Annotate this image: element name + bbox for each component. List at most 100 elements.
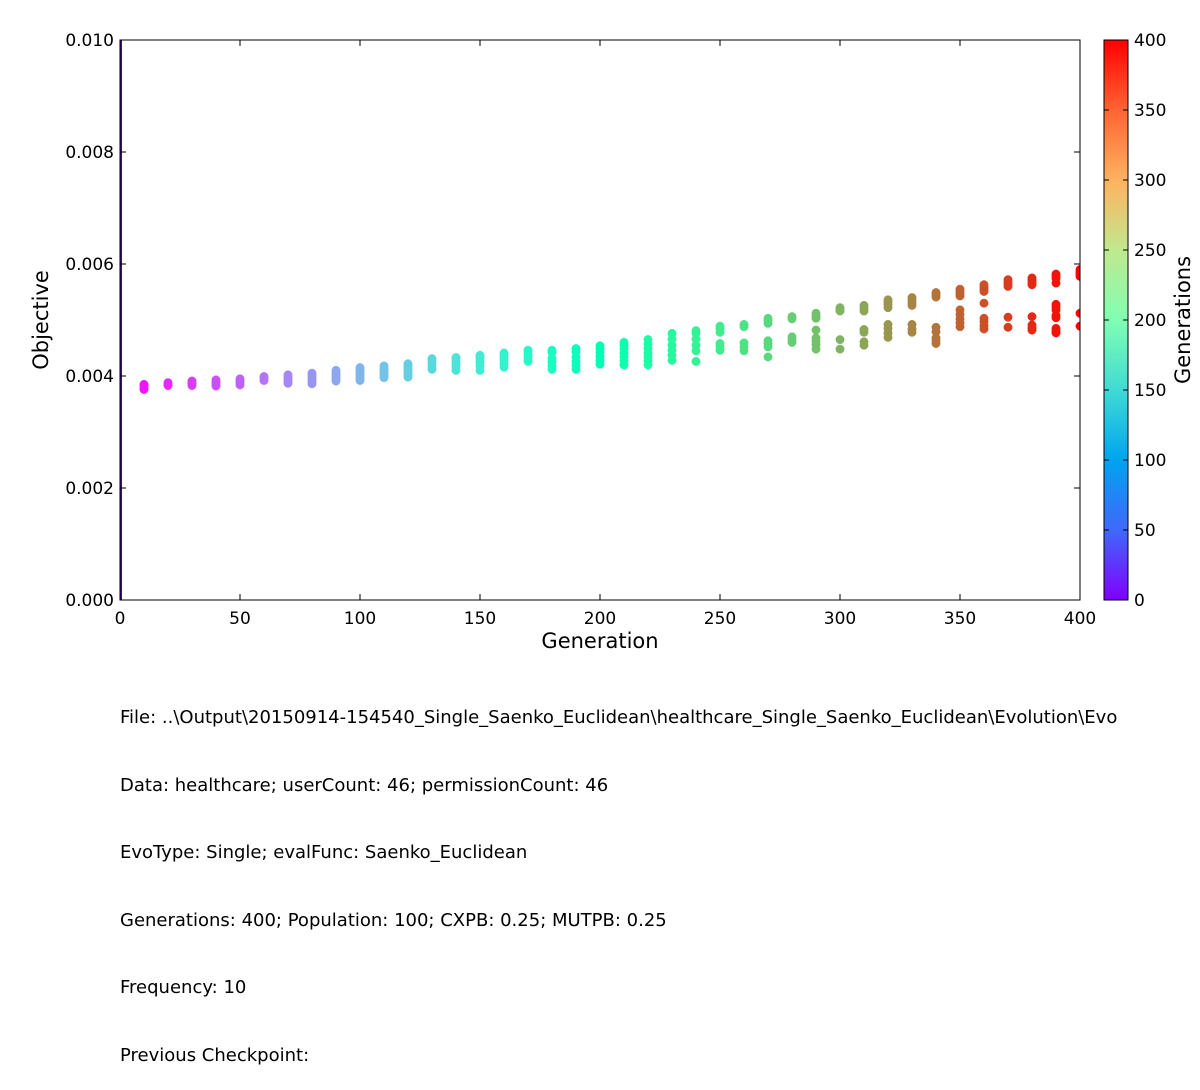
data-point (667, 328, 677, 338)
data-point (907, 320, 917, 329)
data-point (859, 325, 869, 334)
data-points (139, 265, 1080, 394)
info-file: File: ..\Output\20150914-154540_Single_S… (120, 707, 1118, 728)
colorbar-tick-label: 400 (1134, 31, 1166, 51)
scatter-chart: 0 50 100 150 200 250 300 350 400 0.000 0.002 0.004… (29, 31, 1195, 653)
x-tick-label: 250 (704, 609, 736, 629)
data-point (931, 322, 941, 332)
data-point (283, 370, 293, 380)
x-tick-label: 150 (464, 609, 496, 629)
x-tick-label: 300 (824, 609, 856, 629)
data-point (1027, 273, 1037, 283)
data-point (1003, 275, 1013, 285)
data-point (763, 352, 773, 362)
data-point (811, 325, 821, 335)
x-axis: 0 50 100 150 200 250 300 350 400 (115, 40, 1096, 629)
data-point (619, 337, 629, 347)
data-point (1003, 322, 1013, 332)
data-point (235, 374, 245, 384)
data-point (787, 312, 797, 322)
data-point (835, 335, 845, 345)
data-point (907, 293, 917, 303)
data-point (547, 345, 557, 355)
data-point (475, 350, 485, 360)
data-point (307, 368, 317, 378)
data-point (979, 298, 989, 308)
data-point (571, 344, 581, 354)
data-point (979, 280, 989, 290)
y-tick-label: 0.002 (65, 479, 114, 499)
info-evotype: EvoType: Single; evalFunc: Saenko_Euclid… (120, 842, 528, 863)
x-tick-label: 100 (344, 609, 376, 629)
data-point (1075, 308, 1080, 318)
data-point (763, 336, 773, 346)
x-tick-label: 50 (229, 609, 251, 629)
x-tick-label: 400 (1064, 609, 1096, 629)
y-tick-label: 0.008 (65, 143, 114, 163)
x-tick-label: 200 (584, 609, 616, 629)
run-info: File: ..\Output\20150914-154540_Single_S… (120, 662, 1200, 1090)
y-axis-label: Objective (29, 270, 53, 370)
x-axis-label: Generation (541, 629, 658, 653)
data-point (859, 337, 869, 347)
data-point (1003, 312, 1013, 322)
colorbar-tick-label: 250 (1134, 241, 1166, 261)
data-point (211, 375, 221, 385)
data-point (355, 363, 365, 373)
data-point (835, 344, 845, 354)
data-point (955, 284, 965, 294)
data-point (763, 313, 773, 323)
data-point (1027, 320, 1037, 330)
data-point (811, 308, 821, 318)
data-point (379, 361, 389, 371)
data-point (643, 335, 653, 345)
data-point (715, 339, 725, 348)
data-point (835, 303, 845, 313)
colorbar-tick-label: 0 (1134, 591, 1145, 611)
data-point (187, 376, 197, 386)
data-point (1075, 321, 1080, 331)
data-point (883, 295, 893, 305)
data-point (691, 326, 701, 336)
data-point (403, 359, 413, 369)
colorbar-tick-label: 150 (1134, 381, 1166, 401)
data-point (1051, 299, 1061, 309)
y-tick-label: 0.006 (65, 255, 114, 275)
data-point (259, 372, 269, 382)
colorbar-tick-label: 200 (1134, 311, 1166, 331)
y-axis: 0.000 0.002 0.004 0.006 0.008 0.010 (65, 31, 1080, 611)
data-point (811, 333, 821, 343)
y-tick-label: 0.010 (65, 31, 114, 51)
data-point (1075, 265, 1080, 275)
y-tick-label: 0.004 (65, 367, 114, 387)
data-point (715, 321, 725, 331)
info-checkpoint: Previous Checkpoint: (120, 1044, 310, 1066)
info-generations: Generations: 400; Population: 100; CXPB:… (120, 909, 667, 931)
data-point (739, 338, 749, 348)
data-point (955, 305, 965, 315)
colorbar-tick-label: 100 (1134, 451, 1166, 471)
info-data: Data: healthcare; userCount: 46; permiss… (120, 774, 609, 796)
plot-frame (119, 39, 1081, 601)
colorbar-tick-label: 350 (1134, 101, 1166, 121)
data-point (331, 365, 341, 375)
data-point (499, 348, 509, 358)
x-tick-label: 0 (115, 609, 126, 629)
data-point (931, 288, 941, 298)
data-point (1051, 269, 1061, 279)
data-point (595, 341, 605, 351)
data-point (523, 345, 533, 355)
data-point (1051, 323, 1061, 333)
data-point (1027, 312, 1037, 322)
data-point (739, 320, 749, 329)
info-frequency: Frequency: 10 (120, 977, 247, 998)
data-point (787, 332, 797, 342)
data-point (691, 356, 701, 366)
x-tick-label: 350 (944, 609, 976, 629)
colorbar-axis: 0 50 100 150 200 250 300 350 400 (1104, 31, 1166, 611)
data-point (139, 379, 149, 389)
colorbar-label: Generations (1171, 256, 1195, 384)
data-point (883, 320, 893, 329)
data-point (859, 300, 869, 310)
data-point (427, 354, 437, 364)
